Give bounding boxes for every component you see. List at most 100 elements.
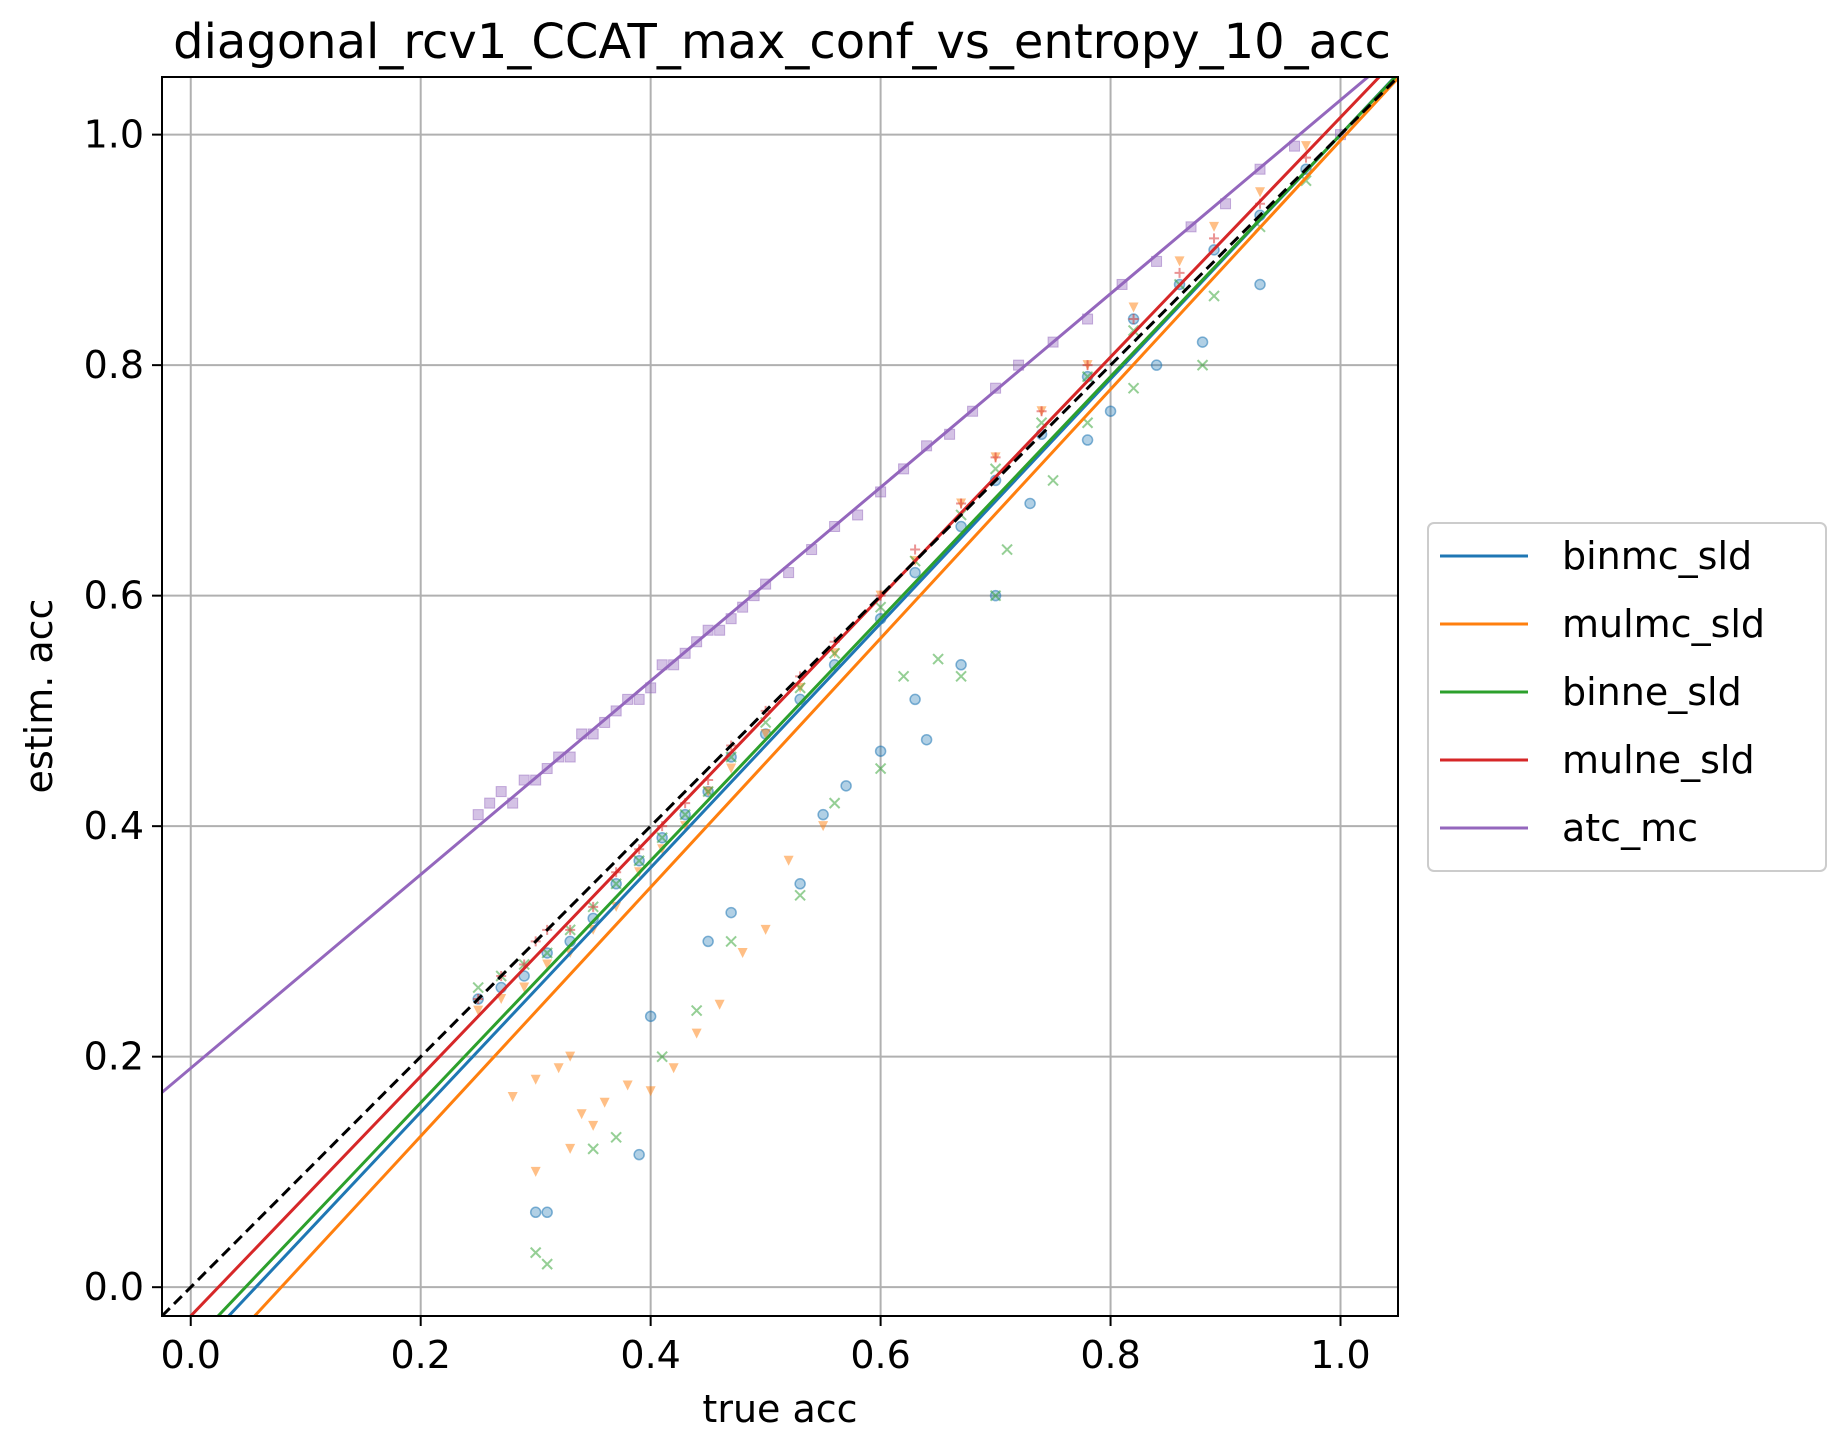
data-point [1128,302,1139,313]
data-point [714,624,726,636]
data-point [1024,497,1036,510]
data-point [690,1004,703,1017]
data-point [668,1063,679,1074]
data-point [622,1080,633,1091]
data-point [1127,324,1140,337]
data-point [840,780,852,792]
data-point [1081,434,1094,446]
data-point [726,763,737,774]
x-tick-label: 0.8 [1080,1333,1140,1377]
data-point [955,659,967,671]
data-point [1255,187,1266,198]
y-axis-ticks: 0.0 0.2 0.4 0.6 0.8 1.0 [84,113,162,1309]
data-point [920,733,933,746]
data-point [955,520,967,533]
data-point [530,1166,541,1177]
data-point [1209,233,1220,244]
data-point [541,1206,553,1219]
data-point [783,855,794,866]
fit-line-atc_mc [162,77,1371,1094]
x-axis-ticks: 0.0 0.2 0.4 0.6 0.8 1.0 [161,1316,1371,1377]
data-point [529,1246,542,1259]
x-tick-label: 0.6 [850,1333,910,1377]
x-tick-label: 1.0 [1310,1333,1370,1377]
data-point [874,762,887,775]
data-point [1001,543,1013,556]
data-point [1301,141,1312,152]
legend: binmc_sld mulmc_sld binne_sld mulne_sld atc_… [1427,522,1827,872]
data-point [495,786,507,798]
data-point [542,959,553,970]
plot-frame [161,76,1399,1317]
chart-title: diagonal_rcv1_CCAT_max_conf_vs_entropy_1… [173,14,1391,70]
data-point [932,653,944,665]
scatter-binmc_sld [472,163,1312,1219]
data-point [633,693,645,705]
data-point [783,567,795,579]
data-point [1104,405,1117,417]
x-tick-label: 0.2 [390,1333,450,1377]
data-point [1174,267,1185,278]
scatter-binne_sld [472,175,1312,1270]
data-point [472,981,484,994]
data-point [1254,278,1266,291]
data-point [588,901,599,912]
data-point [1289,140,1301,152]
fit-line-mulmc_sld [252,77,1398,1316]
data-point [874,601,887,613]
data-point [1196,359,1209,371]
legend-label-binne_sld: binne_sld [1562,670,1742,714]
y-tick-label: 1.0 [84,113,144,157]
data-point [565,1051,576,1062]
y-tick-label: 0.2 [84,1035,144,1079]
data-point [518,970,530,982]
legend-label-atc_mc: atc_mc [1562,806,1698,850]
data-point [990,452,1001,463]
data-point [553,1063,564,1074]
fit-line-binne_sld [216,77,1398,1316]
data-point [610,878,622,890]
x-axis-label: true acc [702,1387,857,1431]
data-point [828,797,841,809]
data-point [519,982,530,993]
fit-line-mulne_sld [188,77,1382,1316]
data-point [1300,175,1312,187]
data-point [645,1086,656,1097]
data-point [1047,474,1059,487]
data-point [702,935,714,948]
data-point [874,745,887,757]
legend-label-mulne_sld: mulne_sld [1562,738,1755,782]
data-point [1082,360,1093,371]
data-point [897,670,910,683]
data-point [794,889,806,902]
plot-area [162,77,1398,1316]
grid-lines [162,77,1398,1316]
data-point [473,1005,484,1016]
data-point [633,855,645,867]
data-point [714,999,725,1010]
data-point [656,1050,668,1063]
y-tick-label: 0.4 [84,804,144,848]
data-point [541,1258,553,1270]
data-point [691,1028,702,1039]
data-point [1196,336,1209,348]
data-point [507,1092,518,1103]
data-point [564,751,576,763]
legend-frame [1427,522,1827,872]
data-point [576,1109,587,1120]
data-point [1081,370,1094,383]
data-point [737,947,748,958]
data-point [760,924,771,935]
data-point [909,693,921,706]
data-point [565,924,576,935]
data-point [1127,382,1140,394]
data-point [1208,290,1220,302]
data-point [725,751,737,763]
data-point [484,797,496,809]
y-tick-label: 0.8 [84,343,144,387]
data-point [644,1010,657,1023]
data-point [989,589,1002,602]
legend-label-mulmc_sld: mulmc_sld [1562,602,1765,646]
data-point [587,1143,599,1155]
data-point [1150,359,1163,371]
